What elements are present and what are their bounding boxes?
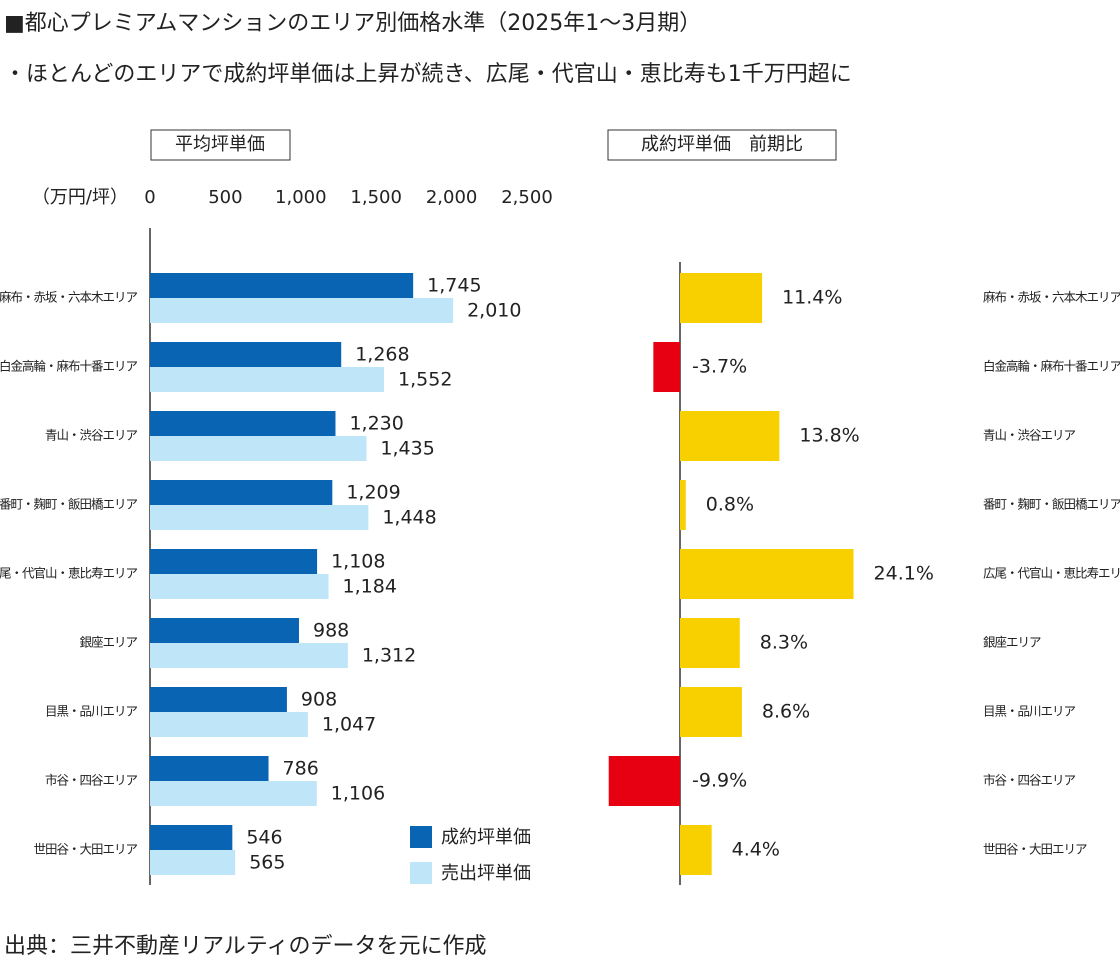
bar — [680, 480, 686, 530]
y-tick-label: 番町・麹町・飯田橋エリア — [0, 497, 137, 512]
value-label: 1,448 — [382, 507, 436, 529]
legend-label: 売出坪単価 — [441, 863, 531, 884]
bar — [150, 549, 318, 574]
value-label: 1,312 — [362, 645, 416, 667]
category-label: 銀座エリア — [983, 635, 1041, 650]
x-tick-label: 1,000 — [275, 187, 327, 208]
bar — [653, 342, 680, 392]
category-label: 白金高輪・麻布十番エリア — [983, 359, 1120, 374]
category-label: 市谷・四谷エリア — [983, 773, 1076, 788]
panel-title: 平均坪単価 — [175, 134, 265, 155]
bar — [150, 850, 236, 875]
legend-swatch — [410, 862, 432, 884]
y-tick-label: 銀座エリア — [79, 635, 137, 650]
bar — [680, 549, 854, 599]
bar — [150, 505, 369, 530]
value-label: 565 — [249, 852, 285, 874]
bar — [150, 411, 336, 436]
chart-subtitle: ・ほとんどのエリアで成約坪単価は上昇が続き、広尾・代官山・恵比寿も1千万円超に — [4, 62, 852, 87]
category-label: 青山・渋谷エリア — [983, 428, 1076, 443]
bar — [680, 411, 780, 461]
legend-swatch — [410, 826, 432, 848]
value-label: -3.7% — [692, 356, 747, 378]
bar — [680, 618, 740, 668]
value-label: 1,435 — [380, 438, 434, 460]
value-label: 0.8% — [706, 494, 754, 516]
chart-title: ■都心プレミアムマンションのエリア別価格水準（2025年1～3月期） — [4, 11, 701, 36]
value-label: 1,230 — [349, 413, 403, 435]
panel-title: 成約坪単価 前期比 — [641, 134, 803, 155]
bar — [150, 480, 333, 505]
value-label: 2,010 — [467, 300, 521, 322]
category-label: 目黒・品川エリア — [983, 704, 1076, 719]
value-label: 8.6% — [762, 701, 810, 723]
x-tick-label: 2,000 — [426, 187, 478, 208]
value-label: 4.4% — [732, 839, 780, 861]
category-label: 番町・麹町・飯田橋エリア — [983, 497, 1120, 512]
panel-title-box — [150, 129, 291, 161]
x-tick-label: 2,500 — [501, 187, 553, 208]
bar — [150, 781, 317, 806]
axis-unit-label: （万円/坪） — [32, 187, 128, 208]
y-tick-label: 青山・渋谷エリア — [45, 428, 138, 443]
value-label: 1,184 — [343, 576, 397, 598]
bar — [150, 342, 342, 367]
bar — [608, 756, 680, 806]
x-tick-label: 1,500 — [350, 187, 402, 208]
value-label: 11.4% — [782, 287, 842, 309]
y-tick-label: 市谷・四谷エリア — [45, 773, 138, 788]
bar — [680, 273, 763, 323]
category-label: 世田谷・大田エリア — [983, 842, 1087, 857]
y-tick-label: 広尾・代官山・恵比寿エリア — [0, 566, 137, 581]
value-label: 1,745 — [427, 275, 481, 297]
y-tick-label: 白金高輪・麻布十番エリア — [0, 359, 137, 374]
value-label: 1,209 — [346, 482, 400, 504]
value-label: 786 — [283, 758, 319, 780]
value-label: 546 — [246, 827, 282, 849]
bar — [150, 756, 269, 781]
value-label: 988 — [313, 620, 349, 642]
value-label: 1,552 — [398, 369, 452, 391]
value-label: -9.9% — [692, 770, 747, 792]
legend-label: 成約坪単価 — [441, 827, 531, 848]
value-label: 1,106 — [331, 783, 385, 805]
bar — [150, 367, 385, 392]
source-note: 出典：三井不動産リアルティのデータを元に作成 — [4, 934, 486, 959]
bar — [680, 687, 742, 737]
bar — [150, 687, 287, 712]
x-tick-label: 500 — [208, 187, 242, 208]
x-tick-label: 0 — [144, 187, 155, 208]
category-label: 広尾・代官山・恵比寿エリア — [983, 566, 1120, 581]
y-tick-label: 世田谷・大田エリア — [33, 842, 137, 857]
value-label: 13.8% — [799, 425, 859, 447]
y-tick-label: 目黒・品川エリア — [45, 704, 138, 719]
bar — [150, 436, 367, 461]
panel-title-box — [607, 129, 837, 161]
bar — [150, 618, 299, 643]
value-label: 908 — [301, 689, 337, 711]
bar — [150, 273, 414, 298]
value-label: 1,268 — [355, 344, 409, 366]
y-tick-label: 麻布・赤坂・六本木エリア — [0, 290, 137, 305]
bar — [150, 643, 348, 668]
bar — [150, 825, 233, 850]
bar — [150, 712, 308, 737]
bar — [150, 574, 329, 599]
value-label: 8.3% — [760, 632, 808, 654]
value-label: 1,108 — [331, 551, 385, 573]
value-label: 24.1% — [874, 563, 934, 585]
bar — [150, 298, 454, 323]
value-label: 1,047 — [322, 714, 376, 736]
bar — [680, 825, 712, 875]
category-label: 麻布・赤坂・六本木エリア — [983, 290, 1120, 305]
